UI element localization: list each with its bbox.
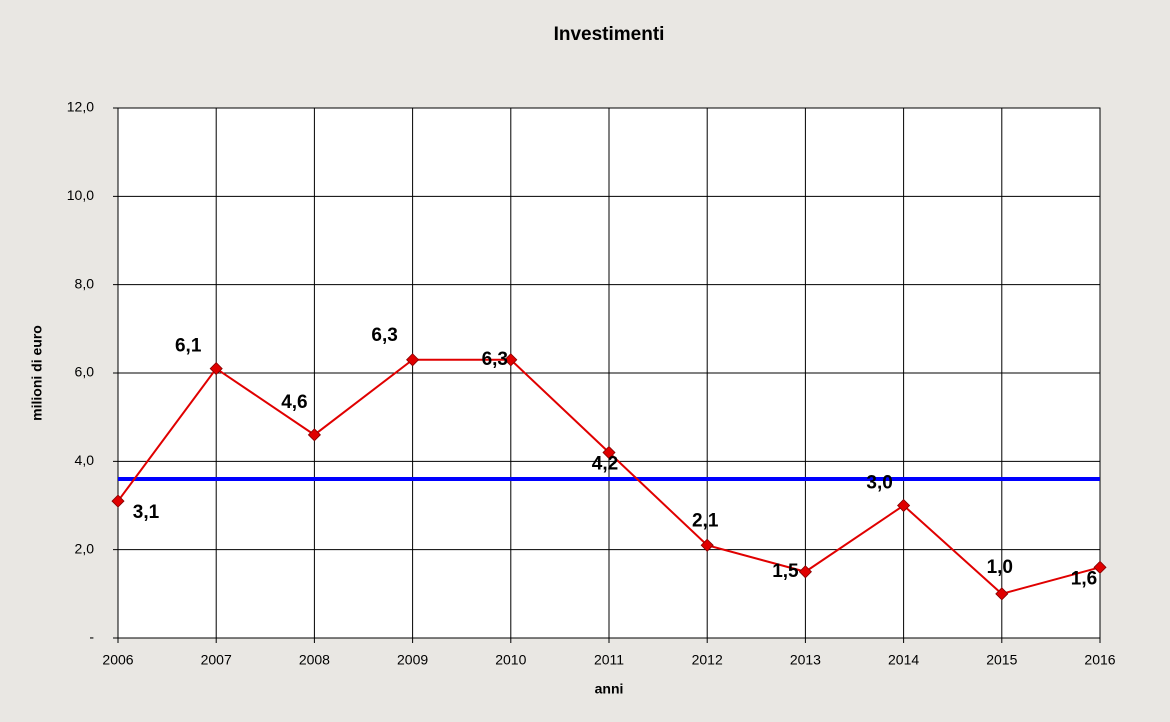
y-axis-title: milioni di euro <box>29 325 45 421</box>
data-point <box>798 565 812 579</box>
data-label: 1,0 <box>987 557 1013 578</box>
data-point <box>406 353 420 367</box>
data-label: 4,6 <box>281 392 307 413</box>
data-label: 1,5 <box>772 561 799 582</box>
x-tick-label: 2012 <box>692 652 723 668</box>
data-point <box>111 494 125 508</box>
plot-border <box>117 107 1101 639</box>
data-point <box>209 362 223 376</box>
x-axis-title: anni <box>595 681 624 697</box>
data-label: 6,3 <box>371 325 397 346</box>
y-tick-label: 6,0 <box>75 364 95 380</box>
data-point <box>307 428 321 442</box>
x-tick-label: 2014 <box>888 652 919 668</box>
x-tick-label: 2011 <box>594 652 624 668</box>
x-tick-label: 2006 <box>102 652 133 668</box>
data-point <box>504 353 518 367</box>
data-label: 6,1 <box>175 336 202 357</box>
data-point <box>1093 560 1107 574</box>
y-tick-label: 12,0 <box>67 99 94 115</box>
x-tick-label: 2016 <box>1084 652 1115 668</box>
y-tick-label: 4,0 <box>75 452 95 468</box>
y-tick-label: - <box>89 629 94 645</box>
x-tick-label: 2007 <box>201 652 232 668</box>
data-label: 4,2 <box>592 454 618 475</box>
chart-title: Investimenti <box>554 24 665 45</box>
x-tick-label: 2008 <box>299 652 330 668</box>
data-point <box>700 538 714 552</box>
data-label: 2,1 <box>692 510 719 531</box>
y-tick-label: 2,0 <box>75 540 95 556</box>
y-tick-label: 10,0 <box>67 187 94 203</box>
data-label: 3,0 <box>866 473 892 494</box>
data-point <box>995 587 1009 601</box>
data-label: 1,6 <box>1071 568 1097 589</box>
data-label: 3,1 <box>133 502 160 523</box>
data-point <box>602 445 616 460</box>
data-point <box>897 498 911 513</box>
data-label: 6,3 <box>482 349 508 370</box>
y-tick-label: 8,0 <box>75 275 95 291</box>
x-tick-label: 2010 <box>495 652 526 668</box>
x-tick-label: 2009 <box>397 652 428 668</box>
x-tick-label: 2015 <box>986 652 1017 668</box>
x-tick-label: 2013 <box>790 652 821 668</box>
